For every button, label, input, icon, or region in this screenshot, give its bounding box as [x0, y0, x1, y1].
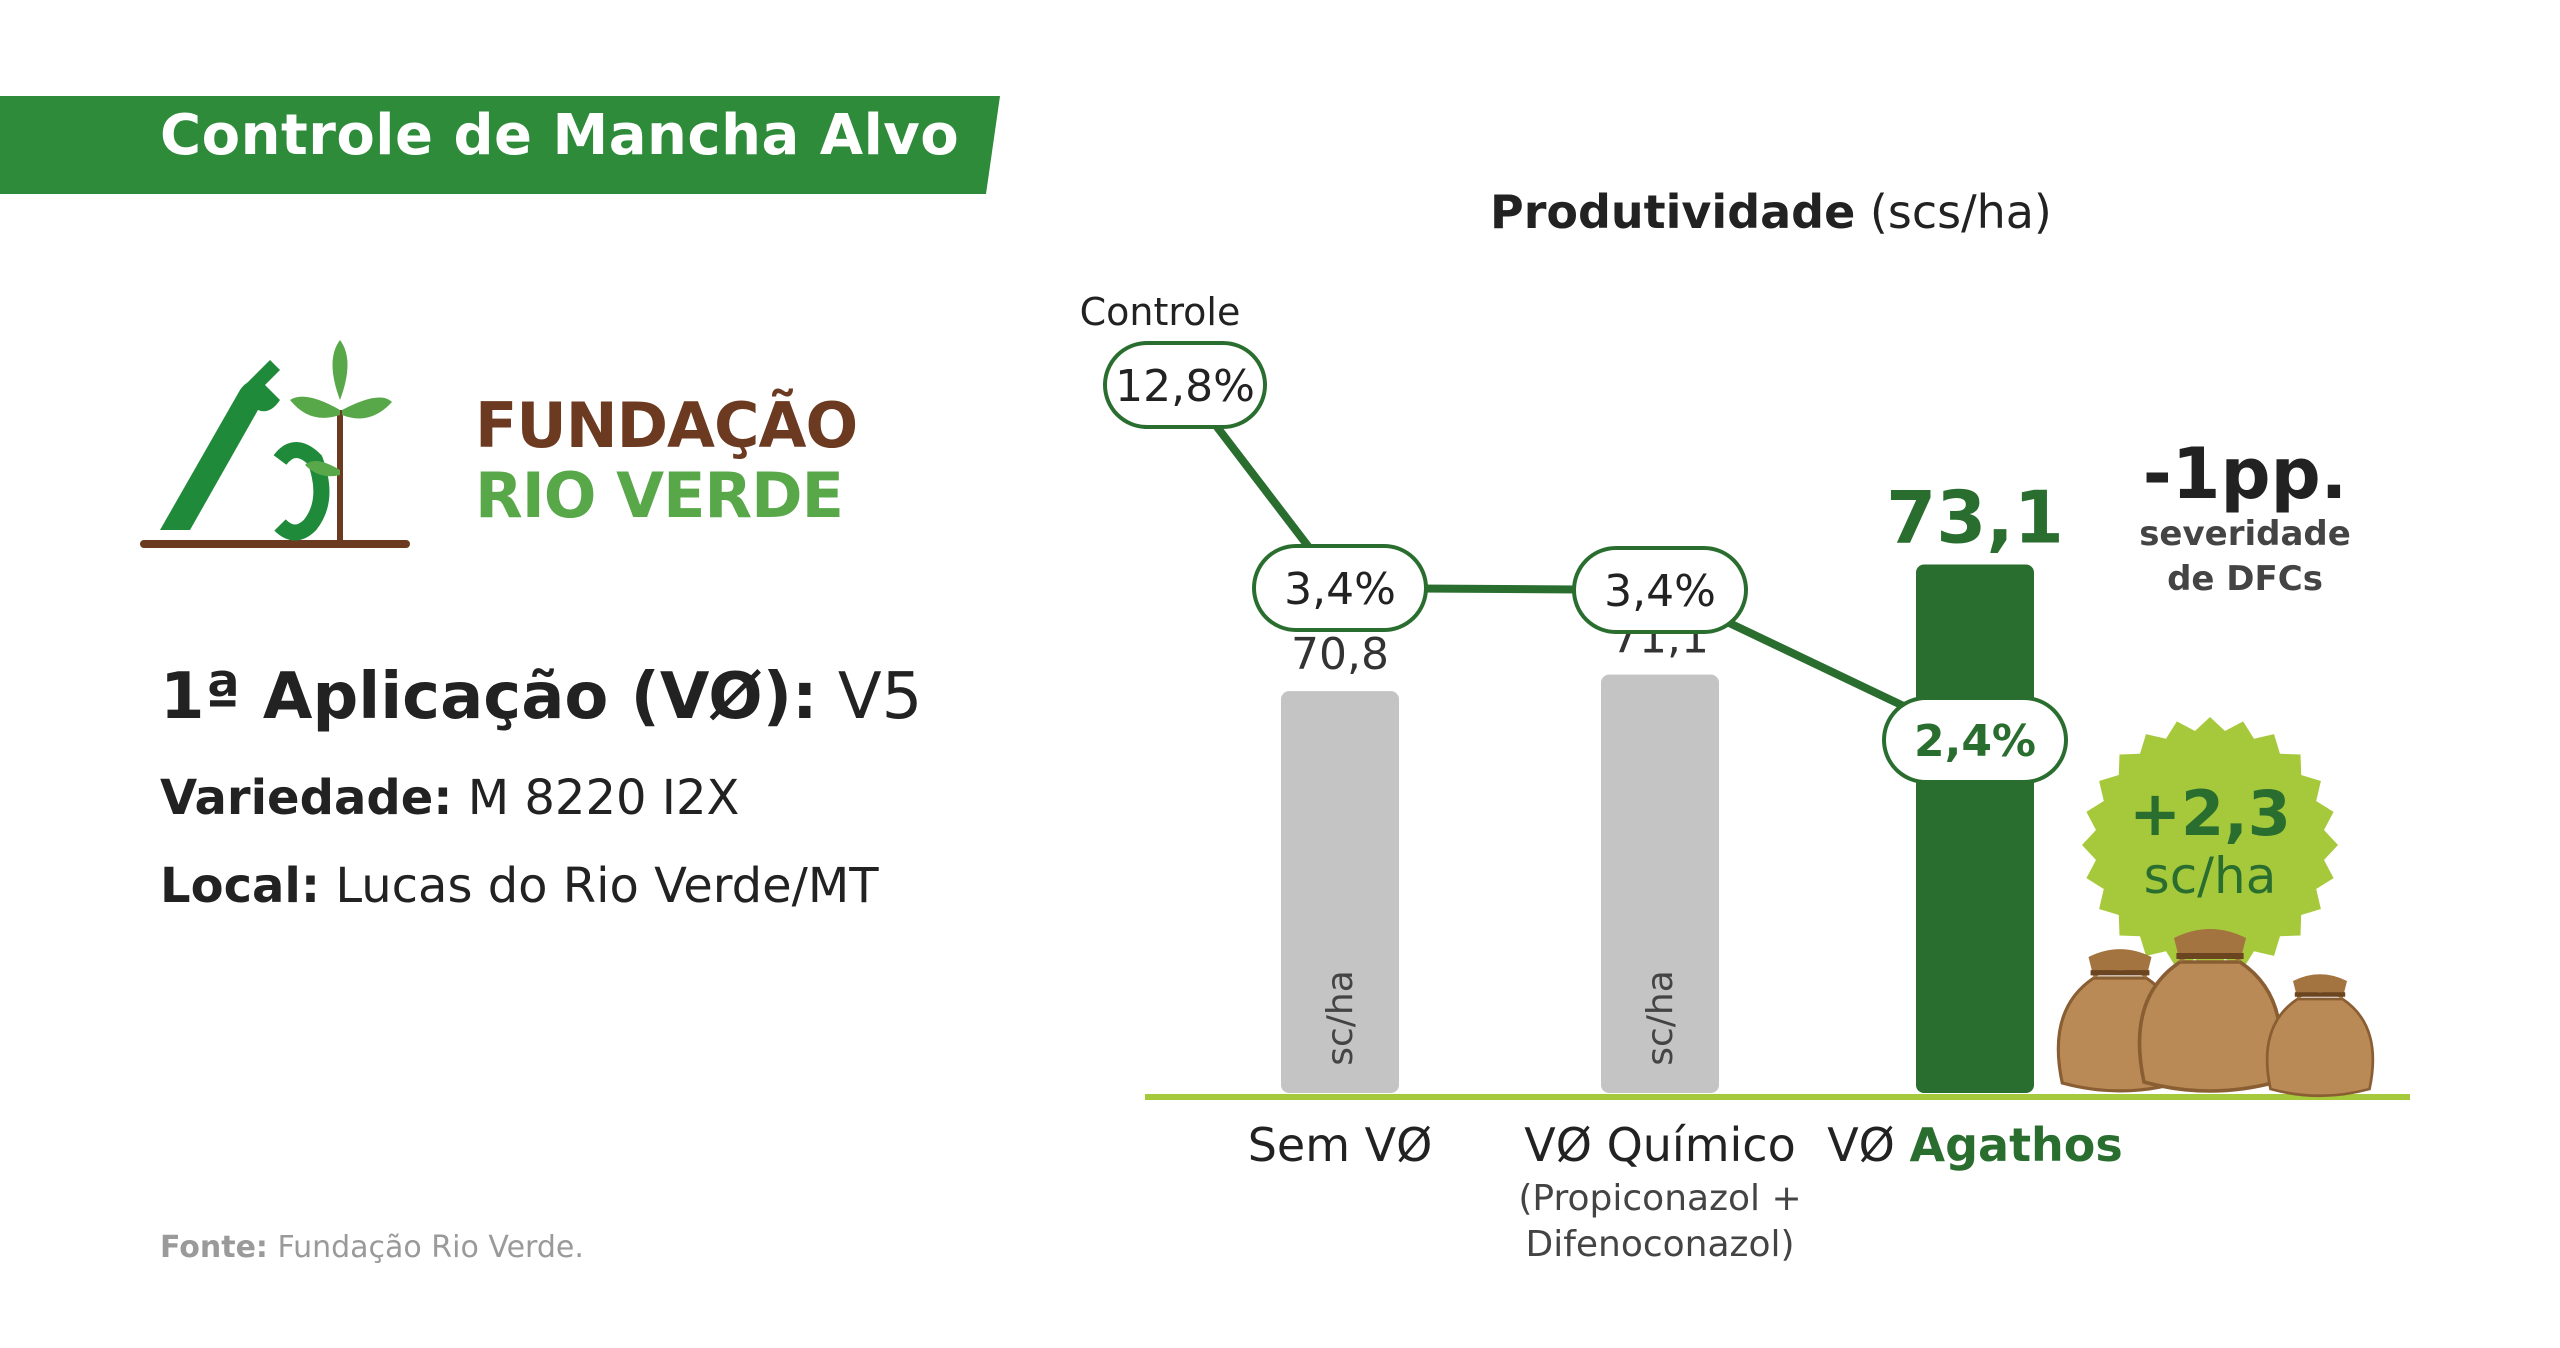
page-title: Controle de Mancha Alvo	[160, 103, 960, 168]
severity-pill	[1882, 696, 2068, 784]
severity-value-label: 3,4%	[1604, 566, 1716, 617]
bar-value-label: 73,1	[1886, 476, 2064, 560]
bar-unit-label: sc/ha	[1320, 970, 1361, 1066]
location-label: Local:	[160, 858, 321, 914]
chart-title-unit: (scs/ha)	[1869, 185, 2052, 239]
severity-value-label: 3,4%	[1284, 564, 1396, 615]
severity-pill	[1572, 546, 1748, 634]
logo: FUNDAÇÃO RIO VERDE	[130, 330, 870, 560]
gain-badge	[2082, 717, 2338, 973]
application-value: V5	[817, 660, 923, 734]
source-label: Fonte:	[160, 1230, 268, 1265]
source-note: Fonte: Fundação Rio Verde.	[160, 1230, 584, 1265]
severity-value-label: 2,4%	[1914, 716, 2036, 767]
category-label: Sem VØ	[1248, 1118, 1433, 1172]
sack-body	[2137, 960, 2283, 1093]
gain-value: +2,3	[2129, 777, 2291, 850]
logo-icon	[140, 340, 410, 548]
control-label: Controle	[1080, 290, 1241, 334]
variety-row: Variedade: M 8220 I2X	[160, 770, 739, 826]
header-banner	[0, 96, 1000, 194]
category-label: VØ Agathos	[1827, 1118, 2123, 1172]
variety-label: Variedade:	[160, 770, 453, 826]
application-row: 1ª Aplicação (VØ): V5	[160, 660, 922, 734]
delta-severity-label: de DFCs	[2167, 559, 2323, 599]
severity-line	[1181, 382, 1977, 744]
logo-text-line2: RIO VERDE	[475, 459, 844, 532]
bar-2	[1916, 564, 2034, 1093]
source-value: Fundação Rio Verde.	[267, 1230, 584, 1265]
sack-icon	[2265, 974, 2375, 1098]
sack-body	[2265, 997, 2375, 1098]
bar-unit-label: sc/ha	[1640, 970, 1681, 1066]
application-label: 1ª Aplicação (VØ):	[160, 660, 818, 734]
bar-0	[1281, 691, 1399, 1093]
category-label: VØ Químico	[1524, 1118, 1795, 1172]
severity-pill	[1103, 341, 1267, 429]
severity-pill	[1252, 544, 1428, 632]
bar-value-label: 70,8	[1291, 629, 1389, 680]
bar-1	[1601, 674, 1719, 1093]
location-row: Local: Lucas do Rio Verde/MT	[160, 858, 879, 914]
location-value: Lucas do Rio Verde/MT	[320, 858, 879, 914]
delta-severity-value: -1pp.	[2143, 433, 2348, 515]
gain-unit: sc/ha	[2144, 847, 2277, 905]
sack-icon	[2137, 929, 2283, 1093]
category-sublabel: Difenoconazol)	[1525, 1224, 1794, 1265]
logo-text-line1: FUNDAÇÃO	[475, 389, 858, 462]
severity-value-label: 12,8%	[1115, 361, 1255, 412]
variety-value: M 8220 I2X	[452, 770, 740, 826]
category-sublabel: (Propiconazol +	[1518, 1178, 1801, 1219]
delta-severity-label: severidade	[2139, 514, 2351, 554]
chart-title-main: Produtividade	[1490, 185, 1856, 239]
